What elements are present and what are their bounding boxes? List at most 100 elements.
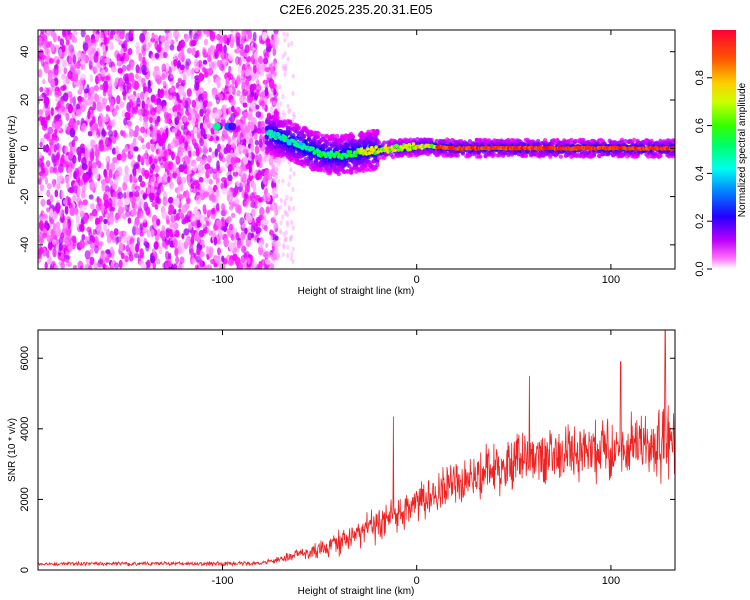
- noise-cell: [111, 66, 117, 73]
- noise-cell: [98, 143, 105, 152]
- noise-cell: [290, 234, 294, 240]
- noise-cell: [195, 147, 200, 157]
- noise-cell: [269, 255, 273, 261]
- noise-cell: [262, 219, 269, 226]
- noise-cell: [135, 64, 140, 74]
- noise-cell: [130, 196, 136, 204]
- noise-cell: [76, 52, 81, 61]
- signal-halo-cell: [301, 134, 307, 140]
- noise-cell: [283, 209, 287, 215]
- noise-cell: [154, 52, 160, 59]
- noise-cell: [146, 128, 151, 136]
- noise-cell: [249, 121, 255, 132]
- noise-cell: [178, 263, 182, 269]
- signal-halo-cell: [348, 170, 354, 175]
- noise-cell: [284, 63, 288, 69]
- noise-cell: [136, 97, 141, 107]
- noise-cell: [116, 160, 120, 166]
- noise-cell: [199, 183, 205, 190]
- noise-cell: [72, 264, 78, 269]
- noise-cell: [75, 108, 82, 117]
- noise-cell: [55, 202, 61, 212]
- noise-cell: [152, 132, 158, 143]
- noise-cell: [172, 237, 177, 247]
- noise-cell: [187, 175, 191, 184]
- noise-cell: [150, 229, 155, 238]
- noise-cell: [162, 105, 167, 114]
- noise-cell: [46, 30, 52, 36]
- noise-cell: [93, 85, 100, 92]
- noise-cell: [175, 229, 180, 238]
- signal-halo-cell: [672, 138, 675, 143]
- noise-cell: [118, 242, 124, 252]
- noise-cell: [74, 69, 81, 76]
- noise-cell: [55, 227, 62, 237]
- noise-cell: [242, 156, 249, 165]
- noise-cell: [120, 153, 127, 162]
- noise-cell: [52, 32, 58, 43]
- noise-cell: [161, 211, 167, 220]
- noise-cell: [81, 122, 87, 133]
- noise-cell: [103, 168, 108, 178]
- noise-cell: [150, 176, 155, 182]
- noise-cell: [119, 101, 125, 109]
- noise-cell: [203, 38, 209, 46]
- noise-cell: [291, 186, 295, 193]
- noise-cell: [230, 212, 236, 219]
- signal-halo-cell: [558, 154, 563, 159]
- noise-cell: [228, 259, 234, 266]
- noise-cell: [211, 194, 216, 203]
- noise-cell: [47, 126, 54, 135]
- noise-cell: [230, 202, 235, 209]
- spectrogram-heatmap: [38, 30, 675, 269]
- noise-cell: [251, 208, 256, 217]
- noise-cell: [38, 109, 44, 116]
- noise-cell: [199, 122, 204, 130]
- noise-cell: [115, 145, 119, 155]
- noise-cell: [176, 176, 182, 185]
- noise-cell: [144, 90, 149, 98]
- noise-cell: [72, 195, 77, 202]
- noise-cell: [87, 93, 92, 101]
- noise-cell: [249, 102, 256, 110]
- noise-cell: [75, 214, 80, 224]
- noise-cell: [105, 137, 111, 147]
- noise-cell: [183, 228, 190, 236]
- noise-cell: [82, 205, 87, 211]
- noise-cell: [227, 136, 231, 145]
- noise-cell: [168, 30, 172, 39]
- noise-cell: [277, 106, 281, 112]
- noise-cell: [202, 67, 206, 73]
- noise-cell: [89, 151, 95, 161]
- noise-cell: [65, 39, 70, 46]
- noise-cell: [254, 145, 260, 155]
- noise-cell: [156, 186, 161, 196]
- noise-cell: [107, 89, 112, 98]
- noise-cell: [171, 128, 177, 134]
- noise-cell: [38, 55, 42, 62]
- noise-cell: [234, 57, 239, 65]
- noise-cell: [84, 236, 90, 242]
- noise-cell: [175, 132, 180, 140]
- noise-cell: [249, 192, 255, 202]
- noise-cell: [145, 206, 151, 216]
- noise-cell: [67, 48, 73, 58]
- noise-cell: [55, 221, 61, 229]
- noise-cell: [178, 164, 185, 173]
- noise-cell: [230, 98, 236, 106]
- noise-cell: [242, 88, 248, 97]
- noise-cell: [188, 223, 193, 231]
- noise-cell: [286, 103, 290, 109]
- noise-cell: [68, 244, 73, 252]
- noise-cell: [209, 166, 214, 175]
- noise-cell: [202, 145, 208, 155]
- noise-cell: [279, 220, 283, 226]
- noise-cell: [38, 158, 44, 167]
- noise-cell: [169, 73, 174, 79]
- noise-cell: [105, 75, 111, 81]
- noise-cell: [222, 59, 228, 66]
- noise-cell: [195, 195, 202, 205]
- noise-cell: [255, 172, 261, 181]
- noise-cell: [117, 207, 124, 215]
- noise-cell: [75, 61, 81, 70]
